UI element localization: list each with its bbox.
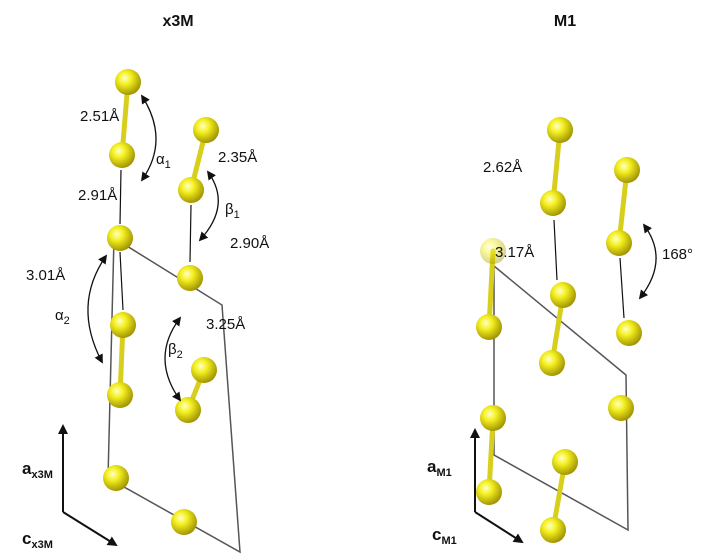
panel-m1: M1 2.62Å 3.17Å 168° aM1 cM1 — [427, 13, 693, 547]
distance-label: 2.51Å — [80, 108, 119, 125]
axis-label: cM1 — [432, 525, 457, 546]
figure: x3M 2.51Å 2.35Å 2.91Å 2.90Å 3.01Å 3.25Å … — [0, 0, 701, 557]
angle-label: α1 — [156, 151, 171, 171]
text-part: 2 — [177, 349, 183, 361]
panel-title: M1 — [554, 13, 576, 30]
distance-label: 2.90Å — [230, 235, 269, 252]
text-part: β — [168, 341, 177, 358]
distance-line — [120, 252, 123, 310]
text-part: x3M — [31, 469, 52, 481]
angle-arrow — [142, 96, 156, 180]
angle-label: 168° — [662, 246, 693, 263]
panel-x3m: x3M 2.51Å 2.35Å 2.91Å 2.90Å 3.01Å 3.25Å … — [22, 13, 269, 552]
distance-line — [620, 258, 624, 318]
text-part: 2 — [64, 315, 70, 327]
text-part: α — [55, 307, 64, 324]
axis-label: ax3M — [22, 459, 53, 480]
angle-arrow — [640, 225, 656, 298]
axis-arrow — [63, 512, 116, 545]
angle-arrow — [200, 172, 218, 240]
axis-label: cx3M — [22, 529, 53, 550]
text-part: c — [22, 529, 31, 548]
text-part: c — [432, 525, 441, 544]
angle-label: β2 — [168, 341, 183, 361]
text-part: M1 — [436, 467, 451, 479]
panel-title: x3M — [162, 13, 193, 30]
text-part: x3M — [31, 539, 52, 551]
text-part: M1 — [441, 535, 456, 547]
distance-label: 3.01Å — [26, 267, 65, 284]
axis-label: aM1 — [427, 457, 452, 478]
distance-label: 3.25Å — [206, 316, 245, 333]
distance-line — [554, 220, 557, 280]
axis-arrow — [475, 512, 522, 542]
angle-arrow — [88, 256, 106, 362]
text-part: 1 — [165, 159, 171, 171]
text-part: β — [225, 201, 234, 218]
atoms — [103, 69, 219, 535]
distance-line — [120, 170, 121, 224]
distance-label: 2.91Å — [78, 187, 117, 204]
angle-label: β1 — [225, 201, 240, 221]
distance-label: 2.35Å — [218, 149, 257, 166]
distance-label: 2.62Å — [483, 159, 522, 176]
text-part: 1 — [234, 209, 240, 221]
text-part: α — [156, 151, 165, 168]
distance-line — [190, 205, 191, 262]
distance-label: 3.17Å — [495, 244, 534, 261]
angle-label: α2 — [55, 307, 70, 327]
